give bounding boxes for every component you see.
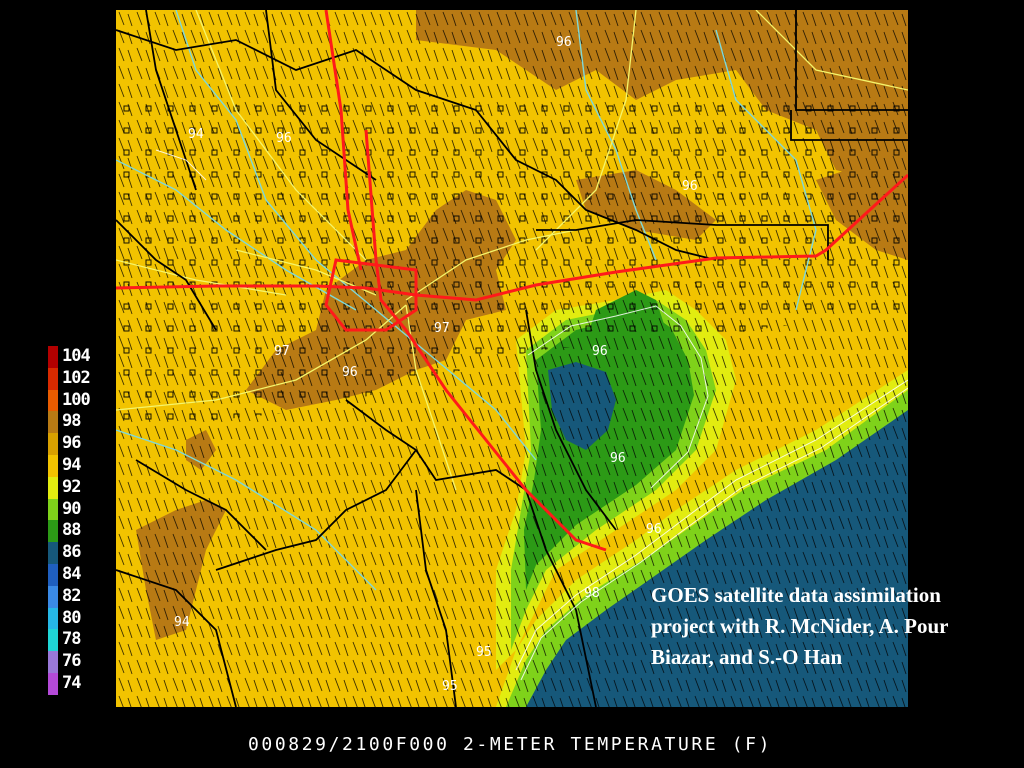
- legend-swatch: [48, 476, 58, 499]
- legend-swatch: [48, 673, 58, 695]
- contour-label: 96: [276, 131, 292, 146]
- legend-swatch: [48, 455, 58, 477]
- highways: [116, 10, 908, 552]
- contour-label: 94: [188, 127, 204, 142]
- legend-label: 84: [62, 564, 82, 584]
- legend-label: 82: [62, 585, 82, 606]
- legend-swatch: [48, 564, 58, 586]
- legend-label: 88: [62, 520, 82, 541]
- legend-swatch: [48, 498, 58, 521]
- contour-label: 95: [476, 645, 492, 660]
- legend-label: 96: [62, 433, 82, 454]
- map-title: 000829/2100F000 2-METER TEMPERATURE (F): [248, 734, 773, 755]
- contour-label: 98: [584, 586, 600, 601]
- legend-label: 90: [62, 498, 82, 519]
- legend-label: 78: [62, 629, 82, 650]
- contour-label: 96: [592, 344, 608, 359]
- legend-label: 104: [62, 346, 91, 366]
- legend-swatch: [48, 433, 58, 455]
- legend-swatch: [48, 542, 58, 564]
- map-canvas: 96 94 96 96 97 97 96 96 96 94 95 96 98 9…: [116, 10, 908, 707]
- contour-labels: 96 94 96 96 97 97 96 96 96 94 95 96 98 9…: [174, 35, 698, 694]
- contour-label: 95: [442, 679, 458, 694]
- legend-label: 94: [62, 455, 82, 475]
- legend-swatch: [48, 346, 58, 368]
- legend-swatch: [48, 629, 58, 652]
- legend-label: 98: [62, 411, 82, 432]
- legend-label: 100: [62, 389, 91, 410]
- legend-swatch: [48, 651, 58, 673]
- legend-label: 80: [62, 607, 82, 628]
- contour-label: 96: [342, 365, 358, 380]
- legend-label: 86: [62, 542, 82, 563]
- contour-label: 94: [174, 615, 190, 630]
- legend-swatch: [48, 367, 58, 390]
- temperature-contours: [155, 149, 908, 681]
- legend-swatch: [48, 607, 58, 630]
- county-boundaries: [116, 10, 908, 707]
- contour-label: 97: [434, 321, 450, 336]
- temperature-map: 96 94 96 96 97 97 96 96 96 94 95 96 98 9…: [116, 10, 908, 707]
- legend-label: 102: [62, 367, 91, 388]
- legend-swatch: [48, 585, 58, 608]
- contour-label: 96: [556, 35, 572, 50]
- legend-swatch: [48, 520, 58, 543]
- caption-text: GOES satellite data assimilation project…: [651, 583, 949, 669]
- contour-label: 96: [610, 451, 626, 466]
- legend-label: 74: [62, 673, 82, 693]
- legend-swatch: [48, 411, 58, 434]
- contour-label: 96: [682, 179, 698, 194]
- contour-label: 97: [274, 344, 290, 359]
- legend-label: 92: [62, 476, 82, 497]
- contour-label: 96: [646, 522, 662, 537]
- observation-stations: [116, 90, 908, 430]
- legend-swatch: [48, 389, 58, 412]
- legend-label: 76: [62, 651, 82, 672]
- temperature-legend: 104 102 100 98 96 94 92 90 88 86 84 82 80 78 76 74: [48, 346, 110, 720]
